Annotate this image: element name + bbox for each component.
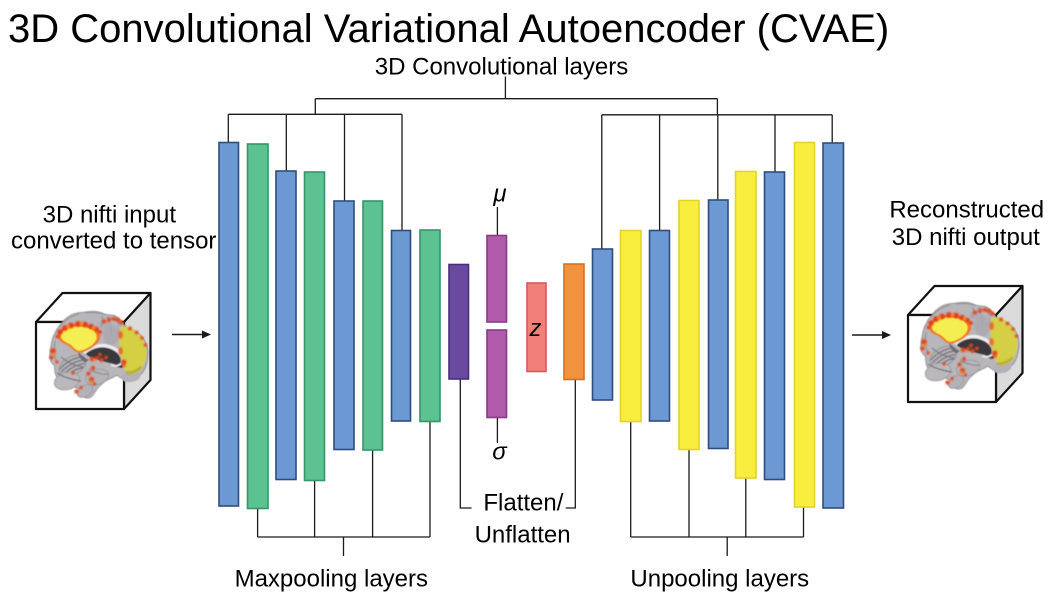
svg-text:μ: μ	[492, 181, 506, 208]
svg-text:z: z	[529, 315, 542, 342]
svg-text:3D Convolutional layers: 3D Convolutional layers	[375, 53, 628, 80]
svg-text:Maxpooling layers: Maxpooling layers	[235, 565, 428, 592]
svg-text:3D Convolutional Variational A: 3D Convolutional Variational Autoencoder…	[8, 7, 889, 51]
svg-text:converted to tensor: converted to tensor	[11, 228, 216, 255]
svg-text:Reconstructed: Reconstructed	[889, 197, 1044, 224]
svg-text:3D nifti input: 3D nifti input	[43, 202, 177, 229]
svg-text:Unpooling layers: Unpooling layers	[630, 565, 809, 592]
svg-text:3D nifti output: 3D nifti output	[892, 224, 1040, 251]
svg-text:Flatten/: Flatten/	[483, 490, 563, 517]
svg-text:Unflatten: Unflatten	[475, 521, 571, 548]
svg-text:σ: σ	[492, 439, 508, 466]
